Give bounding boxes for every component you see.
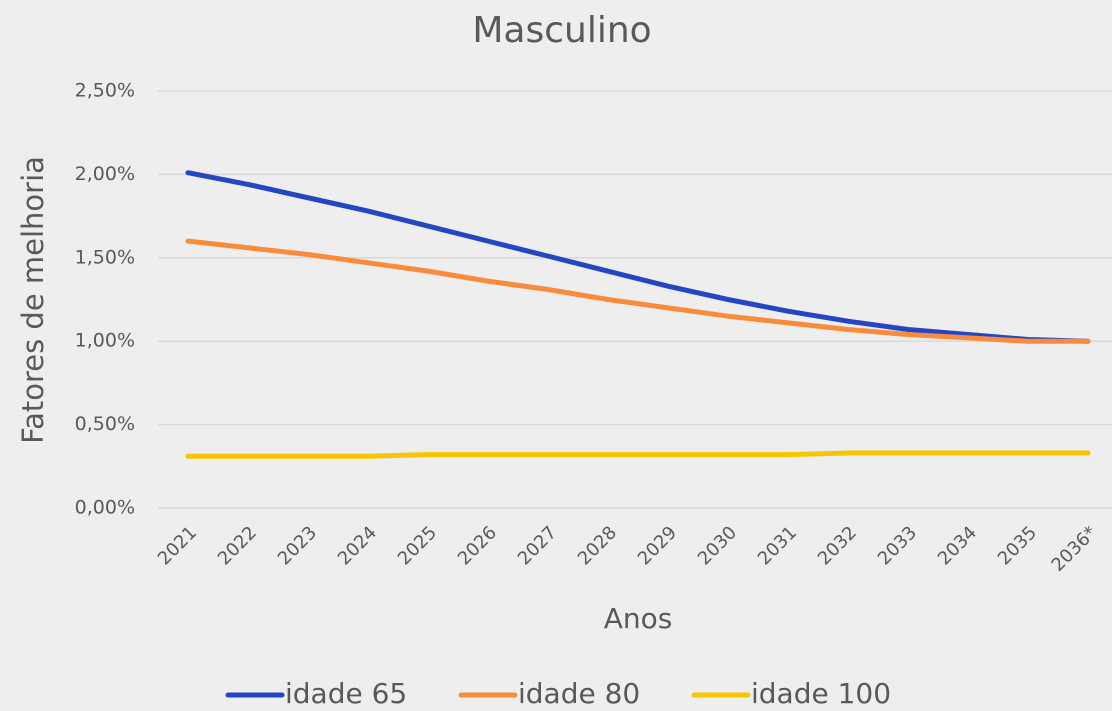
y-axis-label: Fatores de melhoria bbox=[16, 156, 50, 444]
x-tick-label: 2028 bbox=[574, 522, 621, 569]
legend-label: idade 65 bbox=[285, 677, 407, 710]
x-tick-label: 2021 bbox=[154, 522, 201, 569]
line-series bbox=[185, 238, 1091, 344]
line-series bbox=[185, 170, 1091, 344]
x-tick-label: 2027 bbox=[514, 522, 561, 569]
x-tick-label: 2036* bbox=[1047, 522, 1101, 576]
x-tick-label: 2023 bbox=[274, 522, 321, 569]
legend-label: idade 100 bbox=[751, 677, 891, 710]
y-tick-label: 2,00% bbox=[75, 163, 135, 185]
y-tick-label: 1,00% bbox=[75, 330, 135, 352]
x-tick-label: 2031 bbox=[754, 522, 801, 569]
y-tick-label: 2,50% bbox=[75, 80, 135, 102]
x-tick-label: 2022 bbox=[214, 522, 261, 569]
y-tick-label: 0,50% bbox=[75, 413, 135, 435]
x-tick-label: 2025 bbox=[394, 522, 441, 569]
legend-label: idade 80 bbox=[518, 677, 640, 710]
x-tick-label: 2026 bbox=[454, 522, 501, 569]
y-tick-label: 1,50% bbox=[75, 246, 135, 268]
x-tick-label: 2034 bbox=[934, 522, 981, 569]
x-tick-label: 2024 bbox=[334, 522, 381, 569]
y-tick-label: 0,00% bbox=[75, 497, 135, 519]
x-tick-label: 2033 bbox=[874, 522, 921, 569]
x-tick-label: 2030 bbox=[694, 522, 741, 569]
x-axis-label: Anos bbox=[604, 602, 673, 635]
line-series bbox=[185, 450, 1091, 459]
x-tick-label: 2035 bbox=[994, 522, 1041, 569]
x-tick-label: 2029 bbox=[634, 522, 681, 569]
chart-title: Masculino bbox=[472, 10, 651, 51]
x-tick-label: 2032 bbox=[814, 522, 861, 569]
